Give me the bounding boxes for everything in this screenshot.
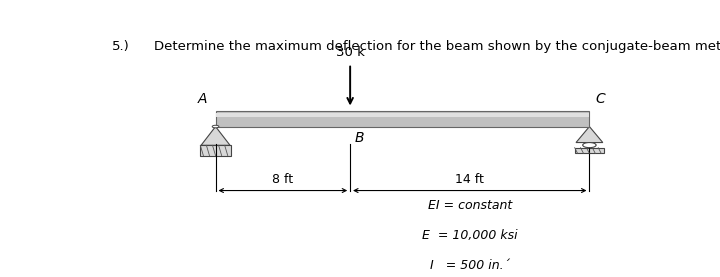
- Text: I   = 500 in.´: I = 500 in.´: [430, 259, 510, 272]
- Polygon shape: [201, 127, 230, 145]
- Text: 8 ft: 8 ft: [272, 173, 294, 186]
- Text: 5.): 5.): [112, 40, 130, 53]
- FancyBboxPatch shape: [216, 114, 589, 117]
- FancyBboxPatch shape: [200, 145, 231, 156]
- Text: B: B: [355, 131, 364, 145]
- Text: 30 k: 30 k: [336, 46, 364, 59]
- Polygon shape: [576, 127, 603, 143]
- FancyBboxPatch shape: [215, 111, 590, 127]
- Text: E  = 10,000 ksi: E = 10,000 ksi: [422, 229, 518, 242]
- Text: EI = constant: EI = constant: [428, 199, 512, 212]
- Text: A: A: [198, 92, 207, 106]
- Text: 14 ft: 14 ft: [455, 173, 485, 186]
- Text: Determine the maximum deflection for the beam shown by the conjugate-beam method: Determine the maximum deflection for the…: [154, 40, 720, 53]
- Text: C: C: [595, 92, 605, 106]
- Circle shape: [582, 143, 596, 148]
- FancyBboxPatch shape: [575, 148, 604, 153]
- Circle shape: [212, 125, 219, 128]
